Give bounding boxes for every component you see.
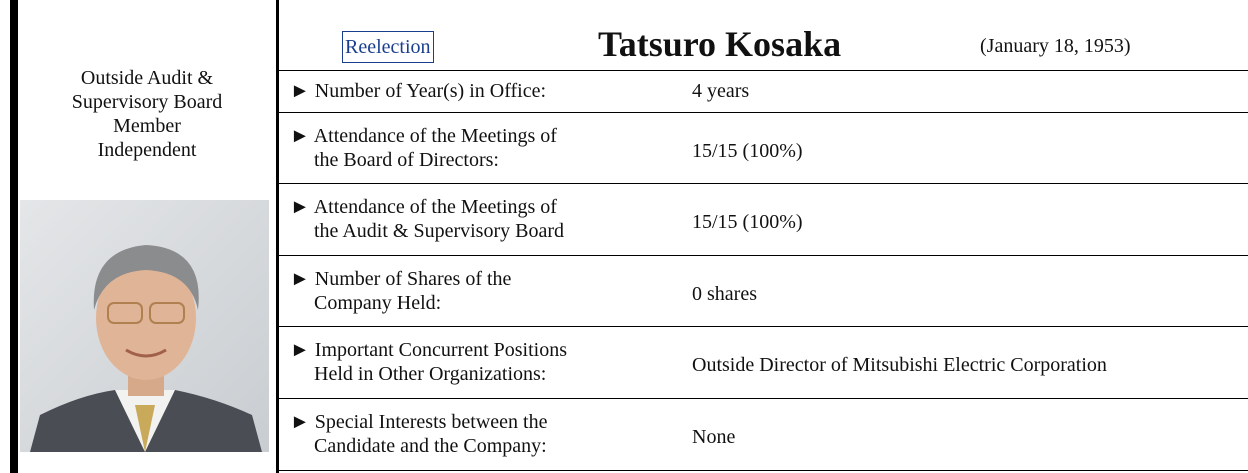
row-divider — [279, 398, 1248, 399]
caption-line: Outside Audit & — [80, 67, 214, 89]
caption-line: Independent — [97, 139, 197, 161]
row-label: ► Special Interests between the — [290, 411, 548, 433]
row-divider — [279, 183, 1248, 184]
row-divider — [279, 112, 1248, 113]
caption-line: Member — [113, 115, 181, 137]
row-label: Held in Other Organizations: — [314, 363, 547, 385]
column-divider — [276, 0, 279, 473]
row-divider — [279, 326, 1248, 327]
row-label: ► Number of Shares of the — [290, 267, 512, 290]
row-divider — [279, 470, 1248, 471]
row-label: ► Number of Year(s) in Office: — [290, 80, 547, 102]
row-label: ► Important Concurrent Positions — [290, 339, 567, 361]
row-label: the Audit & Supervisory Board — [314, 220, 564, 242]
row-label: Candidate and the Company: — [314, 435, 547, 457]
candidate-name: Tatsuro Kosaka — [598, 24, 842, 64]
row-value: 4 years — [692, 80, 750, 102]
row-value: 15/15 (100%) — [692, 211, 803, 233]
row-label: ► Attendance of the Meetings of — [290, 124, 557, 147]
left-caption: Outside Audit & Supervisory Board Member In… — [18, 66, 276, 162]
row-label: Company Held: — [314, 291, 442, 314]
row-label: the Board of Directors: — [314, 148, 499, 171]
row-value: 0 shares — [692, 282, 757, 305]
row-label: ► Attendance of the Meetings of — [290, 196, 557, 218]
row-value: None — [692, 426, 736, 448]
row-value: Outside Director of Mitsubishi Electric … — [692, 354, 1107, 376]
row-divider — [279, 70, 1248, 71]
left-border — [10, 0, 18, 473]
birth-date: (January 18, 1953) — [980, 35, 1131, 57]
portrait-photo — [20, 200, 269, 452]
row-divider — [279, 255, 1248, 256]
row-value: 15/15 (100%) — [692, 139, 803, 162]
caption-line: Supervisory Board — [71, 91, 223, 113]
reelection-badge: Reelection — [342, 31, 434, 63]
